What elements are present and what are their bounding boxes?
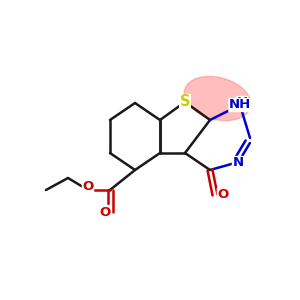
Text: O: O: [82, 179, 94, 193]
Text: S: S: [180, 94, 190, 110]
Text: N: N: [232, 157, 244, 169]
Text: O: O: [218, 188, 229, 202]
Ellipse shape: [184, 76, 251, 121]
Text: NH: NH: [229, 98, 251, 112]
Text: H: H: [236, 97, 247, 110]
Text: O: O: [99, 206, 111, 218]
